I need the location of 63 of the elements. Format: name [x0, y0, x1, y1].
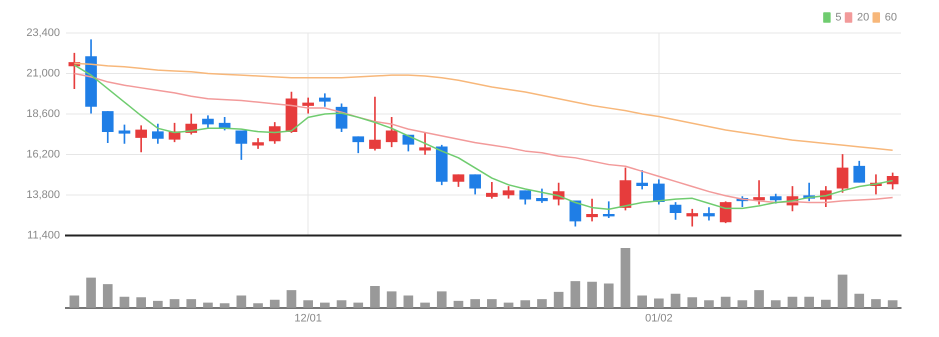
- bar: [754, 290, 764, 308]
- bar: [871, 299, 881, 308]
- legend-label: 5: [835, 12, 842, 24]
- bar: [102, 284, 113, 308]
- bar: [804, 296, 814, 308]
- bar: [654, 298, 664, 308]
- bar: [854, 294, 864, 308]
- y-tick-label: 23,400: [26, 27, 60, 40]
- bar: [704, 300, 714, 308]
- y-tick-label: 13,800: [26, 188, 60, 201]
- bar: [136, 297, 146, 308]
- y-tick-label: 16,200: [26, 148, 60, 160]
- bar: [286, 290, 296, 308]
- bar: [520, 300, 530, 308]
- bar: [303, 300, 313, 308]
- bar: [504, 302, 514, 308]
- bar: [738, 300, 748, 308]
- bar: [720, 296, 730, 308]
- bar: [186, 299, 196, 308]
- bar: [788, 296, 798, 308]
- bar: [253, 303, 263, 308]
- bar: [86, 278, 96, 308]
- x-tick-label: 01/02: [645, 312, 673, 324]
- bar: [454, 300, 464, 308]
- bar: [203, 302, 213, 308]
- bar: [153, 300, 163, 308]
- bar: [270, 300, 280, 308]
- candlestick: [202, 115, 214, 128]
- bar: [604, 284, 614, 308]
- bar: [404, 296, 414, 308]
- bar: [821, 300, 831, 308]
- bar: [587, 282, 597, 308]
- bar: [370, 286, 380, 308]
- y-tick-label: 21,000: [26, 68, 60, 80]
- bar: [838, 274, 848, 308]
- bar: [620, 248, 630, 308]
- candlestick: [703, 207, 715, 221]
- bar: [537, 299, 547, 308]
- bar: [353, 302, 364, 308]
- y-tick-label: 11,400: [27, 229, 60, 242]
- x-tick-label: 12/01: [294, 312, 322, 324]
- bar: [420, 302, 430, 308]
- bar: [236, 296, 246, 308]
- bar: [120, 296, 130, 308]
- bar: [70, 296, 80, 308]
- y-tick-label: 18,600: [26, 108, 60, 120]
- legend-label: 60: [884, 12, 898, 24]
- bar: [888, 300, 898, 308]
- bar: [487, 299, 497, 308]
- bar: [554, 292, 564, 308]
- bar: [670, 294, 680, 308]
- bar: [637, 296, 647, 308]
- bar: [386, 291, 396, 308]
- bar: [770, 300, 781, 308]
- bar: [436, 291, 447, 308]
- bar: [170, 299, 180, 308]
- bar: [320, 302, 330, 308]
- bar: [687, 297, 698, 308]
- bar: [336, 300, 346, 308]
- bar: [470, 299, 480, 308]
- legend-label: 20: [857, 12, 870, 24]
- candlestick: [686, 208, 698, 226]
- bar: [570, 281, 580, 308]
